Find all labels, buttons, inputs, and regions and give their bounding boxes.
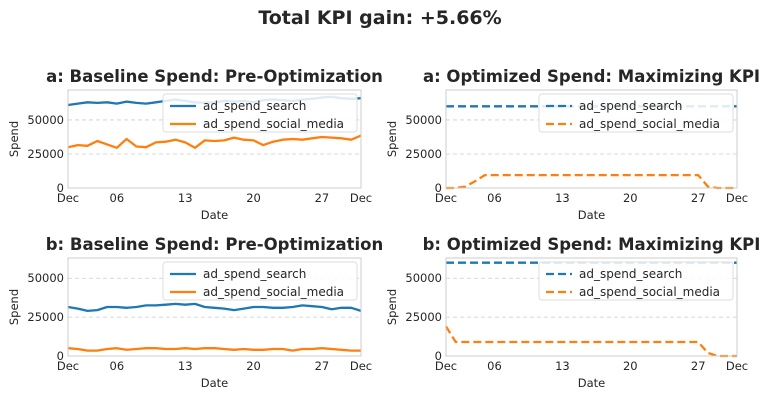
x-tick-label: 20 — [623, 191, 638, 205]
y-tick-label: 25000 — [405, 147, 442, 161]
legend-box — [538, 93, 734, 133]
y-tick-label: 0 — [435, 181, 442, 195]
legend-label: ad_spend_social_media — [579, 285, 720, 299]
chart-panels: a: Baseline Spend: Pre-Optimization 0 2500… — [7, 67, 760, 390]
legend: ad_spend_search ad_spend_social_media — [538, 93, 734, 133]
x-tick-label: 13 — [178, 191, 193, 205]
x-tick-label: Dec — [726, 191, 748, 205]
legend-label: ad_spend_search — [579, 267, 682, 281]
chart-panel-2: b: Baseline Spend: Pre-Optimization 0 2500… — [7, 235, 383, 390]
chart-panel-3: b: Optimized Spend: Maximizing KPI 0 25000… — [385, 235, 760, 390]
legend-label: ad_spend_social_media — [203, 285, 344, 299]
x-tick-label: 20 — [623, 359, 638, 373]
x-tick-label: Dec — [726, 359, 748, 373]
x-tick-label: Dec — [435, 359, 457, 373]
y-tick-label: 50000 — [405, 113, 442, 127]
legend-label: ad_spend_social_media — [203, 117, 344, 131]
x-tick-label: 06 — [487, 191, 502, 205]
y-tick-label: 25000 — [27, 310, 64, 324]
y-tick-label: 0 — [57, 349, 64, 363]
y-axis-label: Spend — [7, 121, 21, 157]
y-tick-label: 50000 — [27, 113, 64, 127]
x-tick-label: 13 — [555, 191, 570, 205]
y-tick-label: 25000 — [27, 147, 64, 161]
series-line-1 — [67, 347, 361, 352]
chart-title: a: Optimized Spend: Maximizing KPI — [423, 67, 760, 86]
y-axis-label: Spend — [385, 289, 399, 325]
x-tick-label: 06 — [110, 191, 125, 205]
x-tick-label: 27 — [315, 359, 330, 373]
x-axis-label: Date — [578, 208, 606, 222]
chart-title: b: Baseline Spend: Pre-Optimization — [46, 235, 384, 254]
series-line-1 — [445, 325, 737, 358]
x-axis-label: Date — [201, 208, 229, 222]
plot-frame — [445, 89, 738, 189]
legend: ad_spend_search ad_spend_social_media — [162, 93, 358, 133]
legend: ad_spend_search ad_spend_social_media — [162, 261, 358, 301]
series-line-0 — [67, 302, 362, 313]
x-tick-label: Dec — [350, 191, 372, 205]
legend-label: ad_spend_search — [203, 267, 306, 281]
x-tick-label: 13 — [178, 359, 193, 373]
plot-frame — [445, 257, 738, 357]
x-tick-label: 27 — [691, 359, 706, 373]
plot-frame — [67, 89, 362, 189]
x-tick-label: 27 — [315, 191, 330, 205]
x-tick-label: 20 — [246, 359, 261, 373]
y-tick-label: 0 — [57, 181, 64, 195]
y-tick-label: 25000 — [405, 310, 442, 324]
chart-panel-1: a: Optimized Spend: Maximizing KPI 0 25000… — [385, 67, 760, 222]
chart-title: b: Optimized Spend: Maximizing KPI — [423, 235, 761, 254]
legend-label: ad_spend_social_media — [579, 117, 720, 131]
x-tick-label: Dec — [350, 359, 372, 373]
legend-box — [162, 261, 358, 301]
figure-title: Total KPI gain: +5.66% — [258, 7, 501, 29]
series-line-1 — [446, 173, 737, 190]
x-tick-label: 06 — [487, 359, 502, 373]
y-tick-label: 50000 — [27, 271, 64, 285]
x-tick-label: 06 — [110, 359, 125, 373]
x-tick-label: 13 — [555, 359, 570, 373]
legend: ad_spend_search ad_spend_social_media — [538, 261, 734, 301]
legend-box — [162, 93, 358, 133]
x-tick-label: 20 — [246, 191, 261, 205]
y-tick-label: 50000 — [405, 271, 442, 285]
plot-frame — [67, 257, 362, 357]
x-tick-label: Dec — [57, 191, 79, 205]
x-tick-label: Dec — [57, 359, 79, 373]
chart-title: a: Baseline Spend: Pre-Optimization — [46, 67, 383, 86]
x-axis-label: Date — [578, 376, 606, 390]
legend-label: ad_spend_search — [579, 99, 682, 113]
x-axis-label: Date — [201, 376, 229, 390]
y-axis-label: Spend — [385, 121, 399, 157]
legend-box — [538, 261, 734, 301]
legend-label: ad_spend_search — [203, 99, 306, 113]
series-line-1 — [67, 134, 362, 149]
chart-panel-0: a: Baseline Spend: Pre-Optimization 0 2500… — [7, 67, 383, 222]
y-axis-label: Spend — [7, 289, 21, 325]
y-tick-label: 0 — [435, 349, 442, 363]
x-tick-label: 27 — [691, 191, 706, 205]
x-tick-label: Dec — [435, 191, 457, 205]
